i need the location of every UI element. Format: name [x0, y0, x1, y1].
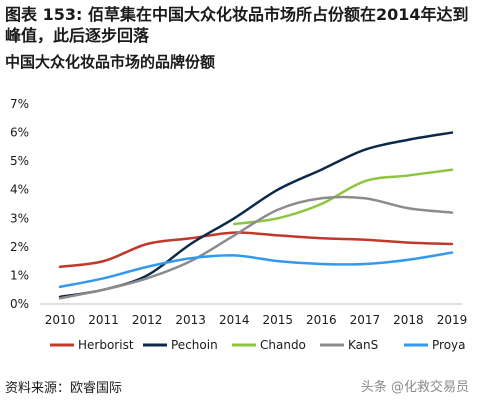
legend-label-herborist: Herborist	[78, 338, 134, 352]
y-tick-label: 6%	[10, 126, 29, 140]
legend-label-chando: Chando	[260, 338, 306, 352]
x-tick-label: 2015	[263, 313, 294, 327]
y-tick-label: 5%	[10, 154, 29, 168]
x-tick-label: 2012	[132, 313, 163, 327]
x-tick-label: 2019	[437, 313, 468, 327]
chart-axes: 0% 1% 2% 3% 4% 5% 6% 7% 2010 2011 2012 2013 2014 2015…	[10, 97, 467, 327]
chart-title: 图表 153: 佰草集在中国大众化妆品市场所占份额在2014年达到峰值，此后逐步…	[5, 5, 469, 45]
series-line-chando	[232, 168, 454, 226]
y-tick-label: 0%	[10, 297, 29, 311]
x-tick-label: 2014	[219, 313, 250, 327]
y-tick-label: 4%	[10, 183, 29, 197]
legend-label-pechoin: Pechoin	[171, 338, 218, 352]
chart-legend: Herborist Pechoin Chando KanS Proya	[50, 338, 466, 352]
series-line-herborist	[58, 231, 454, 269]
y-tick-label: 3%	[10, 211, 29, 225]
series-line-proya	[58, 251, 454, 289]
legend-label-kans: KanS	[348, 338, 378, 352]
legend-label-proya: Proya	[432, 338, 466, 352]
source-note: 资料来源：欧睿国际	[5, 381, 123, 396]
x-tick-label: 2017	[350, 313, 381, 327]
y-tick-label: 1%	[10, 268, 29, 282]
chart-series	[58, 131, 454, 300]
x-tick-label: 2010	[45, 313, 76, 327]
y-tick-label: 7%	[10, 97, 29, 111]
x-tick-label: 2016	[306, 313, 337, 327]
series-line-pechoin	[58, 131, 454, 299]
chart-subtitle: 中国大众化妆品市场的品牌份额	[5, 53, 216, 71]
y-tick-label: 2%	[10, 240, 29, 254]
series-line-kans	[58, 195, 454, 300]
x-tick-label: 2013	[175, 313, 206, 327]
x-tick-label: 2011	[88, 313, 119, 327]
watermark: 头条 @化救交易员	[360, 380, 469, 395]
x-tick-label: 2018	[393, 313, 424, 327]
